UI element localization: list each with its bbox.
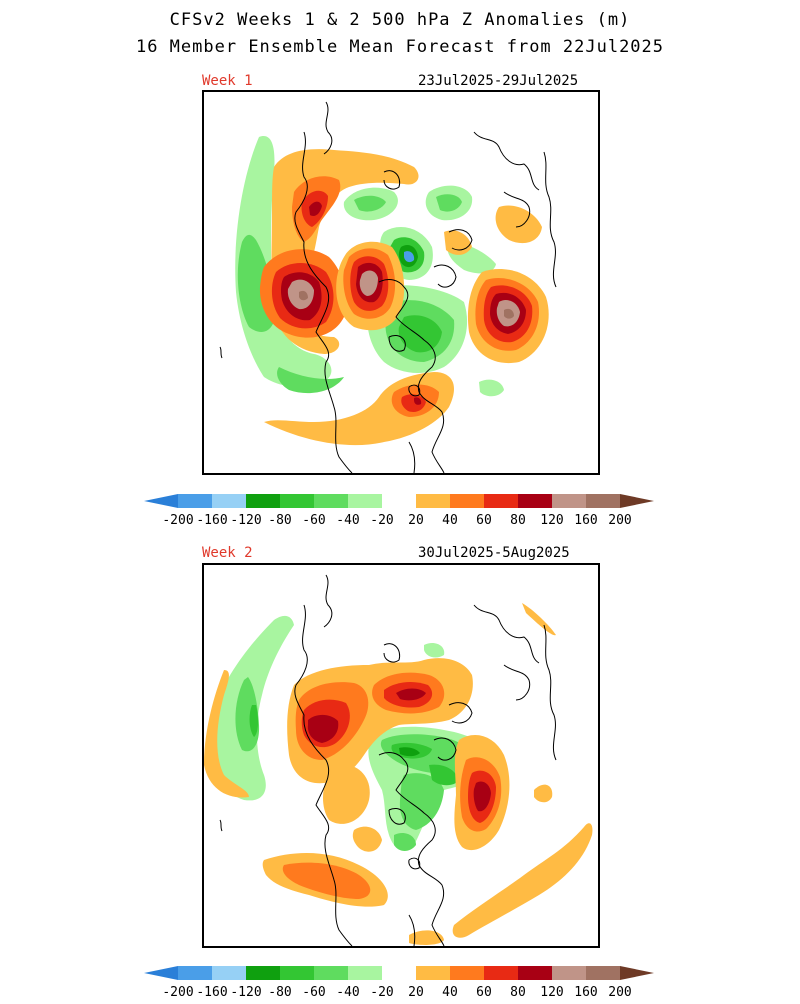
colorbar-swatch (178, 966, 212, 980)
colorbar-swatch (348, 966, 382, 980)
colorbar-swatch (212, 966, 246, 980)
colorbar-swatch (484, 494, 518, 508)
colorbar-swatch (416, 966, 450, 980)
week-2-colorbar-svg: -200 -160 -120 -80 -60 -40 -20 20 40 60 80 120 160 20… (144, 966, 654, 1000)
chart-title-line-2: 16 Member Ensemble Mean Forecast from 22… (135, 37, 665, 57)
colorbar-swatch (144, 494, 178, 508)
colorbar-swatch (246, 494, 280, 508)
colorbar-tick-label: 80 (510, 513, 526, 528)
colorbar-swatch (518, 966, 552, 980)
colorbar-tick-label: 40 (442, 985, 458, 1000)
colorbar-swatch (144, 966, 178, 980)
colorbar-tick-label: 20 (408, 513, 424, 528)
colorbar-tick-label: -160 (196, 985, 227, 1000)
colorbar-tick-label: -40 (336, 513, 359, 528)
colorbar-tick-label: 120 (540, 513, 563, 528)
week-2-positive-anomalies (204, 603, 593, 945)
week-2-coastlines (219, 574, 557, 946)
colorbar-tick-label: 40 (442, 513, 458, 528)
colorbar-swatch (314, 494, 348, 508)
week-1-map-canvas (219, 101, 557, 473)
colorbar-swatch (484, 966, 518, 980)
colorbar-tick-label: 60 (476, 513, 492, 528)
colorbar-tick-label: -60 (302, 513, 325, 528)
colorbar-swatch (552, 966, 586, 980)
colorbar-swatch (212, 494, 246, 508)
week-1-label: Week 1 (202, 73, 253, 89)
colorbar-tick-label: 20 (408, 985, 424, 1000)
colorbar-swatch (382, 494, 416, 508)
week-2-colorbar: -200 -160 -120 -80 -60 -40 -20 20 40 60 80 120 160 20… (0, 964, 800, 1004)
colorbar-tick-label: -120 (230, 985, 261, 1000)
week-1-coastlines (219, 101, 557, 473)
colorbar-tick-label: -120 (230, 513, 261, 528)
colorbar-swatch (246, 966, 280, 980)
colorbar-tick-label: -20 (370, 985, 393, 1000)
colorbar-tick-label: -60 (302, 985, 325, 1000)
colorbar-tick-label: -80 (268, 513, 291, 528)
colorbar-tick-label: 160 (574, 985, 597, 1000)
colorbar-tick-label: -80 (268, 985, 291, 1000)
week-2-map-canvas (204, 574, 593, 946)
week-1-colorbar-svg: -200 -160 -120 -80 -60 -40 -20 20 40 60 80 120 160 20… (144, 494, 654, 528)
week-1-date-range: 23Jul2025-29Jul2025 (418, 73, 579, 89)
colorbar-tick-label: -200 (162, 513, 193, 528)
colorbar-tick-label: -160 (196, 513, 227, 528)
colorbar-swatch (620, 966, 654, 980)
colorbar-tick-label: 200 (608, 985, 631, 1000)
week-1-map (202, 90, 600, 475)
colorbar-swatch (450, 966, 484, 980)
colorbar-swatch (586, 494, 620, 508)
colorbar-tick-label: 60 (476, 985, 492, 1000)
week-1-positive-anomalies (259, 149, 549, 446)
week-2-date-range: 30Jul2025-5Aug2025 (418, 545, 570, 561)
colorbar-swatch (552, 494, 586, 508)
week-2-label: Week 2 (202, 545, 253, 561)
chart-title-line-1: CFSv2 Weeks 1 & 2 500 hPa Z Anomalies (m… (169, 10, 631, 30)
colorbar-swatch (586, 966, 620, 980)
colorbar-swatch (450, 494, 484, 508)
colorbar-tick-label: 160 (574, 513, 597, 528)
colorbar-tick-label: 80 (510, 985, 526, 1000)
week-1-colorbar: -200 -160 -120 -80 -60 -40 -20 20 40 60 80 120 160 20… (0, 492, 800, 532)
colorbar-swatch (280, 966, 314, 980)
colorbar-swatch (314, 966, 348, 980)
colorbar-swatch (518, 494, 552, 508)
colorbar-tick-label: -200 (162, 985, 193, 1000)
week-2-map (202, 563, 600, 948)
colorbar-tick-label: -20 (370, 513, 393, 528)
colorbar-swatch (348, 494, 382, 508)
colorbar-swatch (416, 494, 450, 508)
colorbar-tick-label: -40 (336, 985, 359, 1000)
colorbar-tick-label: 120 (540, 985, 563, 1000)
colorbar-swatch (280, 494, 314, 508)
colorbar-swatch (382, 966, 416, 980)
colorbar-tick-label: 200 (608, 513, 631, 528)
colorbar-swatch (620, 494, 654, 508)
colorbar-swatch (178, 494, 212, 508)
